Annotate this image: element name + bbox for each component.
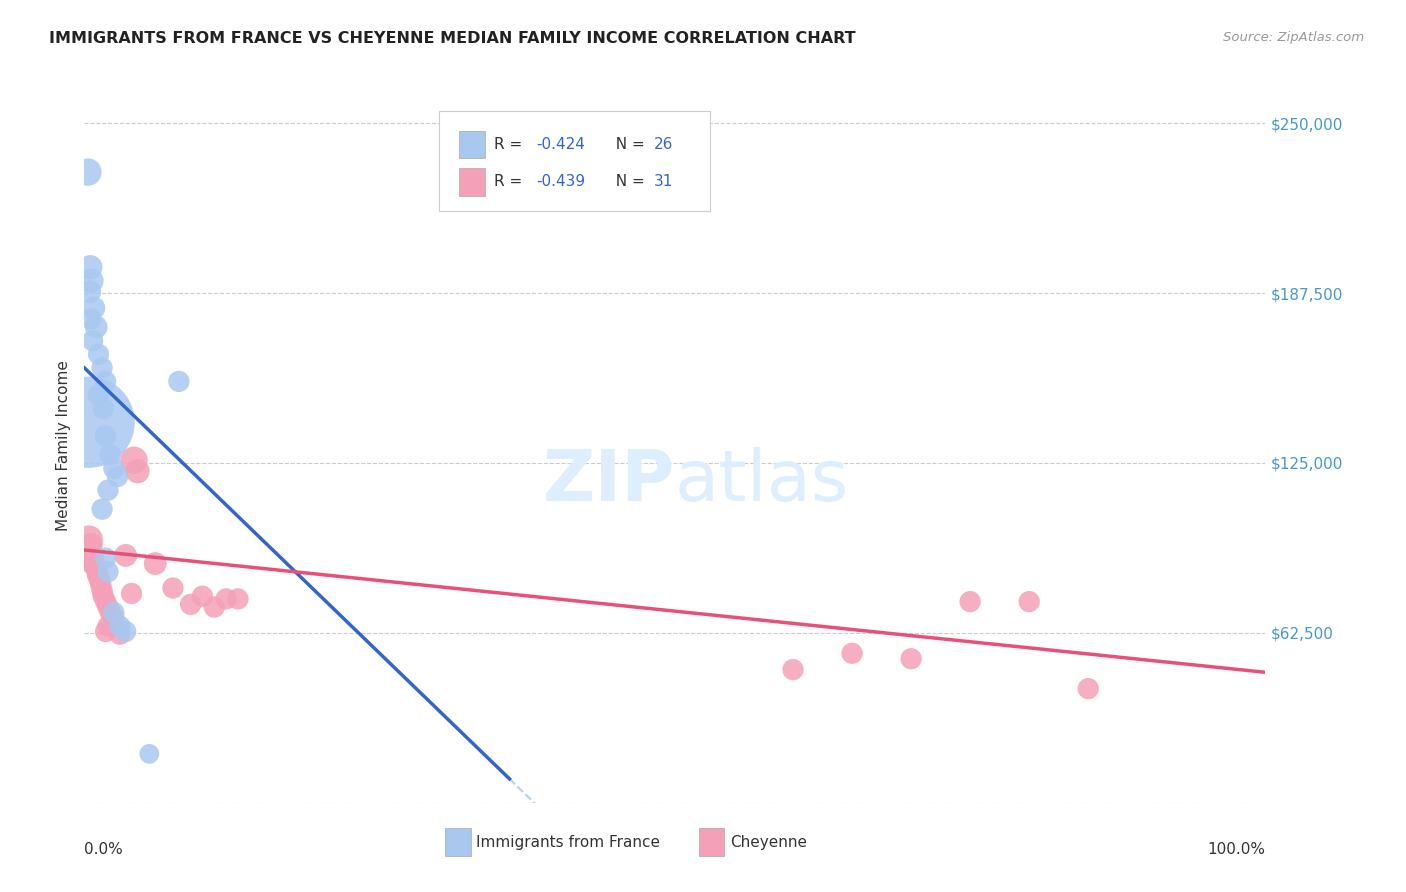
Point (89, 573, 111, 587)
Point (83, 301, 105, 315)
FancyBboxPatch shape (439, 111, 710, 211)
Point (83, 554, 105, 568)
Text: -0.439: -0.439 (537, 175, 586, 189)
FancyBboxPatch shape (458, 169, 485, 195)
Text: R =: R = (494, 175, 527, 189)
Point (97, 483, 120, 498)
Point (98, 448, 121, 462)
Point (80, 537, 103, 551)
Point (143, 557, 166, 571)
Text: 26: 26 (654, 136, 673, 152)
Point (77, 532, 100, 546)
Point (959, 594, 981, 608)
Point (127, 464, 149, 478)
Point (108, 619, 131, 633)
Point (80, 274, 103, 288)
Text: Immigrants from France: Immigrants from France (477, 835, 661, 849)
Text: Cheyenne: Cheyenne (730, 835, 807, 849)
Point (87, 570, 110, 584)
FancyBboxPatch shape (458, 130, 485, 158)
Point (91, 401, 114, 416)
Text: IMMIGRANTS FROM FRANCE VS CHEYENNE MEDIAN FAMILY INCOME CORRELATION CHART: IMMIGRANTS FROM FRANCE VS CHEYENNE MEDIA… (49, 31, 856, 46)
Point (97, 619, 120, 633)
Point (138, 747, 160, 761)
Point (79, 260, 101, 275)
Point (782, 663, 804, 677)
Point (202, 600, 225, 615)
Point (84, 320, 107, 334)
Point (91, 589, 114, 603)
Point (191, 589, 214, 603)
Point (94, 429, 117, 443)
Y-axis label: Median Family Income: Median Family Income (56, 360, 72, 532)
Point (1077, 681, 1099, 696)
Point (87, 388, 110, 402)
Point (108, 627, 131, 641)
Text: N =: N = (606, 136, 650, 152)
Point (215, 591, 238, 606)
Text: atlas: atlas (675, 447, 849, 516)
Point (86, 567, 108, 582)
Text: 0.0%: 0.0% (84, 842, 124, 857)
Point (103, 611, 125, 625)
Point (122, 453, 145, 467)
Point (94, 375, 117, 389)
Point (91, 360, 114, 375)
Text: Source: ZipAtlas.com: Source: ZipAtlas.com (1223, 31, 1364, 45)
Point (87, 347, 110, 361)
FancyBboxPatch shape (444, 829, 471, 855)
Text: ZIP: ZIP (543, 447, 675, 516)
Point (107, 469, 129, 483)
Text: 31: 31 (654, 175, 673, 189)
Point (121, 586, 143, 600)
Point (167, 375, 190, 389)
Point (82, 549, 104, 563)
Point (114, 549, 136, 563)
Point (79, 543, 101, 558)
Text: N =: N = (606, 175, 650, 189)
Text: 100.0%: 100.0% (1208, 842, 1265, 857)
Point (1018, 594, 1040, 608)
Point (162, 581, 184, 595)
Point (84, 562, 107, 576)
Point (900, 651, 922, 665)
Text: R =: R = (494, 136, 527, 152)
Point (180, 598, 202, 612)
FancyBboxPatch shape (699, 829, 724, 855)
Point (82, 334, 104, 348)
Point (103, 606, 125, 620)
Point (98, 606, 121, 620)
Point (94, 551, 117, 566)
Point (91, 502, 114, 516)
Text: -0.424: -0.424 (537, 136, 585, 152)
Point (77, 415, 100, 429)
Point (114, 624, 136, 639)
Point (77, 165, 100, 179)
Point (97, 600, 120, 615)
Point (841, 646, 863, 660)
Point (91, 583, 114, 598)
Point (80, 557, 103, 571)
Point (94, 624, 117, 639)
Point (80, 312, 103, 326)
Point (97, 565, 120, 579)
Point (94, 594, 117, 608)
Point (84, 559, 107, 574)
Point (90, 578, 112, 592)
Point (103, 461, 125, 475)
Point (79, 285, 101, 299)
Point (226, 591, 249, 606)
